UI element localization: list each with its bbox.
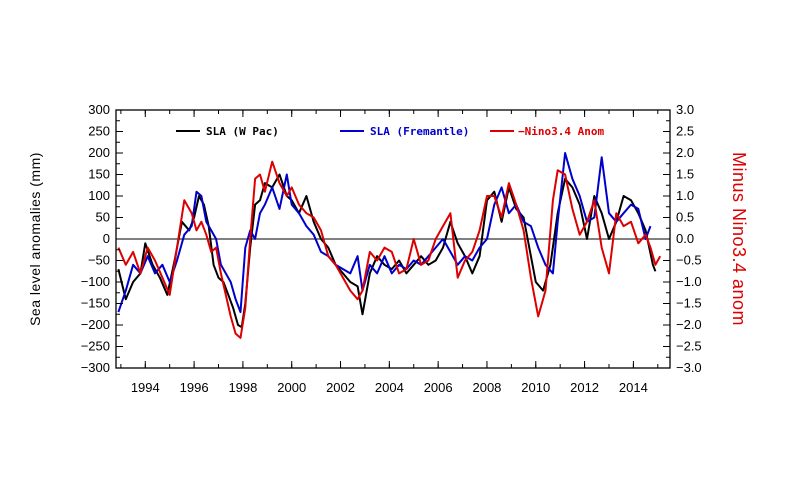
x-tick-label: 2002 — [326, 380, 355, 395]
y-axis-label-left: Sea level anomalies (mm) — [27, 152, 43, 326]
y-tick-label-right: 1.5 — [676, 167, 694, 182]
y-tick-label-right: 1.0 — [676, 188, 694, 203]
y-tick-label-right: −0.5 — [676, 253, 702, 268]
y-tick-label-left: −300 — [81, 360, 110, 375]
y-tick-label-right: 0.5 — [676, 210, 694, 225]
y-tick-label-left: 0 — [103, 231, 110, 246]
y-tick-label-right: −2.5 — [676, 339, 702, 354]
series-layer — [117, 152, 662, 339]
y-tick-label-right: −2.0 — [676, 317, 702, 332]
legend-label-sla-wpac: SLA (W Pac) — [206, 125, 279, 138]
x-tick-label: 2010 — [521, 380, 550, 395]
y-axis-label-right: Minus Nino3.4 anom — [729, 152, 749, 326]
y-tick-label-left: 100 — [88, 188, 110, 203]
x-tick-label: 2006 — [424, 380, 453, 395]
ticks-layer: 300 250 200 150 100 50 0 −50 −100 −150 −200 −250 −30… — [81, 102, 702, 395]
x-tick-label: 2014 — [619, 380, 648, 395]
y-tick-label-right: −1.0 — [676, 274, 702, 289]
x-tick-label: 2000 — [277, 380, 306, 395]
y-tick-label-left: −150 — [81, 296, 110, 311]
x-tick-label: 2008 — [472, 380, 501, 395]
y-tick-label-left: 200 — [88, 145, 110, 160]
y-tick-label-right: −3.0 — [676, 360, 702, 375]
y-tick-label-left: −50 — [88, 253, 110, 268]
series-line-2 — [117, 160, 662, 339]
y-tick-label-right: 0.0 — [676, 231, 694, 246]
y-tick-label-left: 300 — [88, 102, 110, 117]
x-tick-label: 1996 — [180, 380, 209, 395]
y-tick-label-right: 2.0 — [676, 145, 694, 160]
legend-label-nino34: −Nino3.4 Anom — [518, 125, 604, 138]
y-tick-label-left: 150 — [88, 167, 110, 182]
y-tick-label-left: −250 — [81, 339, 110, 354]
y-tick-label-right: −1.5 — [676, 296, 702, 311]
y-tick-label-left: 50 — [96, 210, 110, 225]
legend-label-sla-fremantle: SLA (Fremantle) — [370, 125, 469, 138]
x-tick-label: 1998 — [228, 380, 257, 395]
y-tick-label-right: 2.5 — [676, 124, 694, 139]
x-tick-label: 2004 — [375, 380, 404, 395]
x-tick-label: 2012 — [570, 380, 599, 395]
y-tick-label-right: 3.0 — [676, 102, 694, 117]
y-tick-label-left: −200 — [81, 317, 110, 332]
series-line-0 — [117, 173, 657, 329]
y-tick-label-left: 250 — [88, 124, 110, 139]
series-line-1 — [117, 152, 652, 314]
x-tick-label: 1994 — [131, 380, 160, 395]
legend: SLA (W Pac) SLA (Fremantle) −Nino3.4 Ano… — [176, 125, 604, 138]
y-tick-label-left: −100 — [81, 274, 110, 289]
